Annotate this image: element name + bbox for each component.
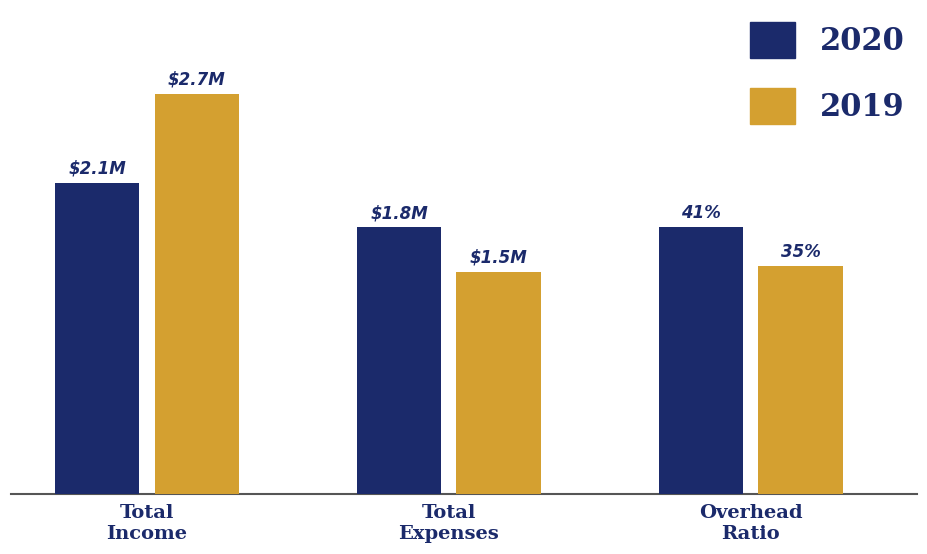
- Text: $2.7M: $2.7M: [168, 70, 225, 89]
- Bar: [357, 227, 441, 494]
- Bar: [658, 227, 743, 494]
- Text: $1.5M: $1.5M: [469, 249, 527, 266]
- Legend: 2020, 2019: 2020, 2019: [737, 10, 916, 136]
- Bar: [55, 183, 139, 494]
- Text: $2.1M: $2.1M: [69, 160, 126, 178]
- Text: 35%: 35%: [780, 243, 819, 261]
- Bar: [757, 266, 842, 494]
- Text: $1.8M: $1.8M: [370, 204, 427, 222]
- Bar: [155, 94, 239, 494]
- Text: 41%: 41%: [680, 203, 720, 222]
- Bar: [456, 272, 540, 494]
